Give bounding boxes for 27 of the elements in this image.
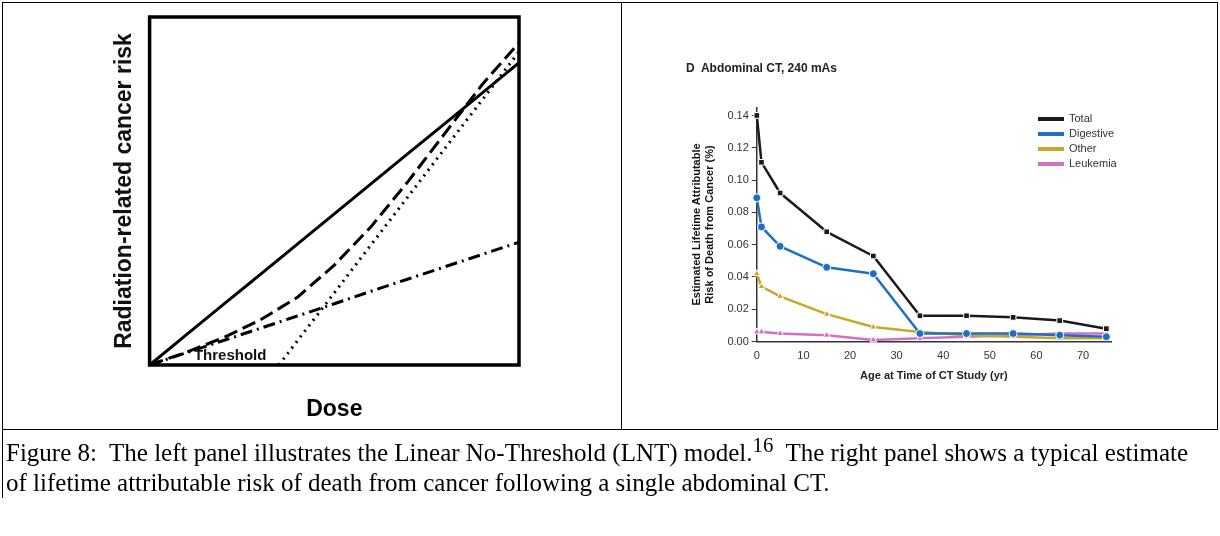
legend-label: Digestive: [1069, 126, 1115, 142]
y-tick-label: 0.10: [727, 173, 749, 186]
x-tick-label: 10: [797, 349, 810, 362]
x-tick-label: 30: [890, 349, 903, 362]
legend-label: Other: [1069, 141, 1097, 157]
x-tick-label: 70: [1076, 349, 1090, 362]
y-tick-label: 0.04: [727, 270, 749, 283]
x-tick-label: 40: [937, 349, 950, 362]
annotation: Threshold: [193, 345, 267, 363]
y-tick-label: 0.02: [727, 302, 749, 315]
x-tick-label: 0: [753, 349, 760, 362]
x-axis-title: Age at Time of CT Study (yr): [860, 369, 1009, 382]
legend-label: Total: [1069, 111, 1093, 127]
x-tick-label: 50: [983, 349, 996, 362]
y-tick-label: 0.12: [727, 140, 749, 153]
x-axis-title: Dose: [306, 394, 363, 421]
y-tick-label: 0.00: [727, 334, 749, 347]
legend-label: Leukemia: [1069, 156, 1117, 172]
y-axis-title: Estimated Lifetime Attributable Risk of Death from Cancer (%): [689, 143, 715, 306]
y-tick-label: 0.14: [727, 108, 749, 121]
chart-title: D Abdominal CT, 240 mAs: [686, 60, 838, 75]
y-axis-title: Radiation-related cancer risk: [110, 32, 137, 349]
caption: Figure 8: The left panel illustrates the Linear No-Threshold (LNT) model.$^{16}$ The right panel shows a typical estimate of lifetime attributable risk of death from cancer following a single abdominal CT.: [2, 430, 1196, 499]
x-tick-label: 20: [843, 349, 857, 362]
x-tick-label: 60: [1030, 349, 1043, 362]
y-tick-label: 0.06: [727, 237, 749, 250]
y-tick-label: 0.08: [727, 205, 749, 218]
